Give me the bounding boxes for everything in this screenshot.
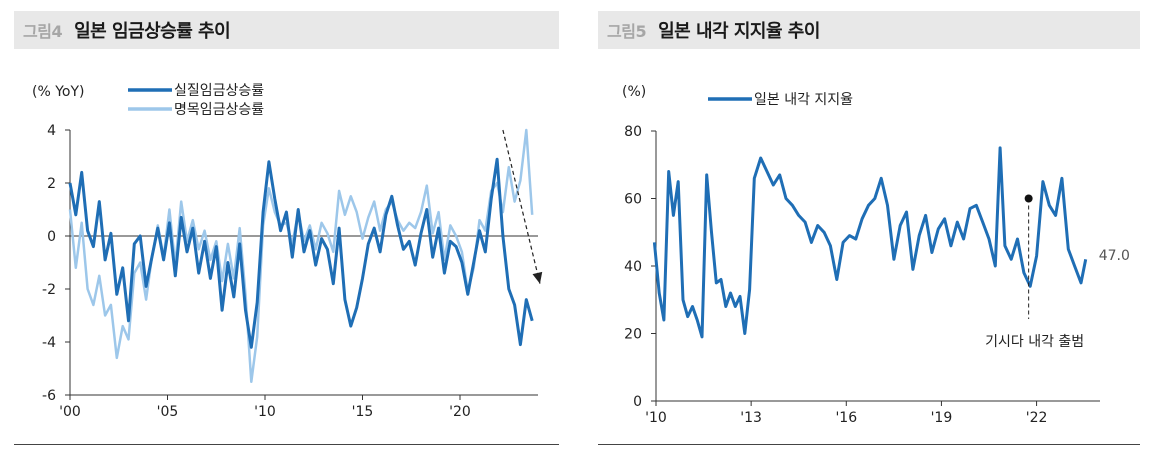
series-line-2 (68, 128, 534, 384)
y-tick-label: 40 (624, 259, 642, 275)
figure-4-title: 일본 임금상승률 추이 (74, 21, 231, 42)
y-tick-label: -2 (42, 282, 56, 298)
y-tick-label: 0 (47, 229, 56, 245)
trend-arrow-head (532, 271, 543, 284)
figure-5-title-bar: 그림5 일본 내각 지지율 추이 (598, 11, 1140, 49)
figure-5-panel: 그림5 일본 내각 지지율 추이 80 60 40 20 0'10 '13 '16 '19 '2… (590, 0, 1167, 449)
wage-growth-chart: 4 2 0 -2 -4 -6'00 '05 '10 '15 '20 (% YoY) 실질임금상승률명목… (32, 83, 543, 420)
x-tick-label: '15 (352, 404, 374, 420)
figure-5-title: 일본 내각 지지율 추이 (658, 21, 820, 42)
x-tick-label: '19 (931, 410, 953, 426)
y-tick-label: 4 (47, 123, 56, 139)
figure-5-bottom-rule (598, 444, 1140, 445)
x-tick-label: '13 (740, 410, 762, 426)
y-tick-label: -6 (42, 388, 56, 404)
y-tick-label: 80 (624, 124, 642, 140)
end-value-label: 47.0 (1099, 248, 1130, 264)
cabinet-approval-chart: 80 60 40 20 0'10 '13 '16 '19 '22 (%) 일본 내각 지지율기시다 … (622, 84, 1130, 426)
y-axis-unit-label: (% YoY) (32, 84, 85, 100)
x-tick-label: '10 (254, 404, 276, 420)
figure-5-number: 그림5 (607, 22, 647, 41)
y-tick-label: -4 (42, 335, 56, 351)
figure-4-number: 그림4 (23, 22, 63, 41)
series-line-1 (68, 157, 534, 349)
kishida-annotation-label: 기시다 내각 출범 (985, 334, 1084, 350)
y-tick-label: 20 (624, 327, 642, 343)
figure-4-title-bar: 그림4 일본 임금상승률 추이 (14, 11, 559, 49)
figure-4-panel: 그림4 일본 임금상승률 추이 4 2 0 -2 -4 -6'00 '05 '10 '15 '20… (0, 0, 575, 449)
y-tick-label: 2 (47, 176, 56, 192)
y-axis-unit-label: (%) (622, 84, 646, 100)
y-tick-label: 60 (624, 192, 642, 208)
x-tick-label: '00 (59, 404, 81, 420)
trend-arrow-line (502, 129, 541, 284)
figure-4-bottom-rule (14, 444, 559, 445)
x-tick-label: '05 (157, 404, 179, 420)
kishida-marker-dot (1024, 194, 1033, 203)
x-tick-label: '16 (835, 410, 857, 426)
x-tick-label: '10 (645, 410, 667, 426)
legend-label: 명목임금상승률 (174, 102, 264, 118)
x-tick-label: '20 (449, 404, 471, 420)
series-line-1 (652, 146, 1088, 339)
legend-label: 일본 내각 지지율 (754, 92, 853, 108)
y-tick-label: 0 (633, 394, 642, 410)
x-tick-label: '22 (1026, 410, 1048, 426)
legend-label: 실질임금상승률 (174, 83, 264, 99)
